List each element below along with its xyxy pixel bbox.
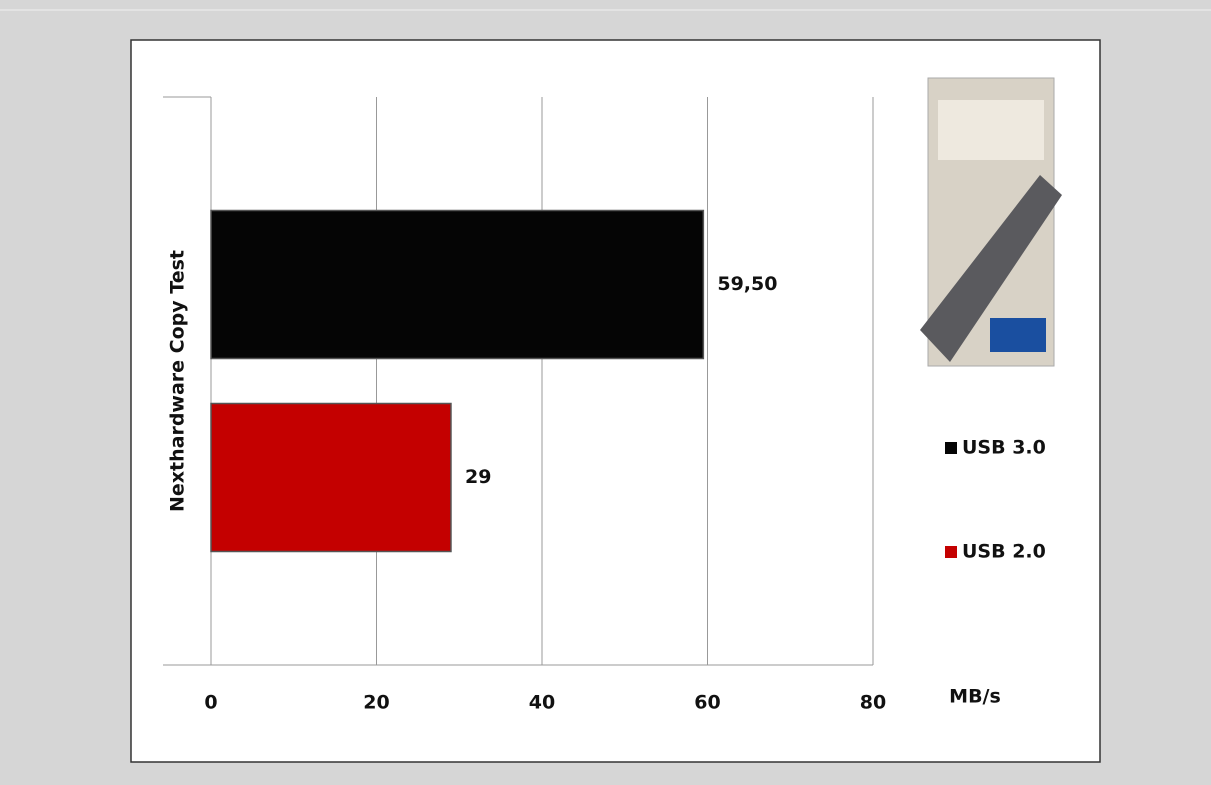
product-drive: [920, 175, 1062, 362]
category-label: Nexthardware Copy Test: [167, 250, 189, 512]
product-image: [920, 77, 1062, 367]
x-tick-label: 80: [860, 692, 886, 714]
value-label: 59,50: [717, 273, 777, 295]
x-axis-label: MB/s: [949, 686, 1001, 708]
x-tick-label: 40: [529, 692, 555, 714]
x-tick-label: 60: [694, 692, 720, 714]
legend-swatch: [945, 546, 957, 558]
x-tick-label: 20: [363, 692, 389, 714]
bar: [210, 209, 705, 360]
legend-label: USB 3.0: [962, 437, 1046, 459]
bar: [210, 402, 452, 553]
product-badge: [990, 318, 1046, 352]
x-tick-label: 0: [204, 692, 217, 714]
legend-label: USB 2.0: [962, 541, 1046, 563]
value-label: 29: [465, 466, 491, 488]
product-label: [938, 100, 1044, 160]
legend-swatch: [945, 442, 957, 454]
